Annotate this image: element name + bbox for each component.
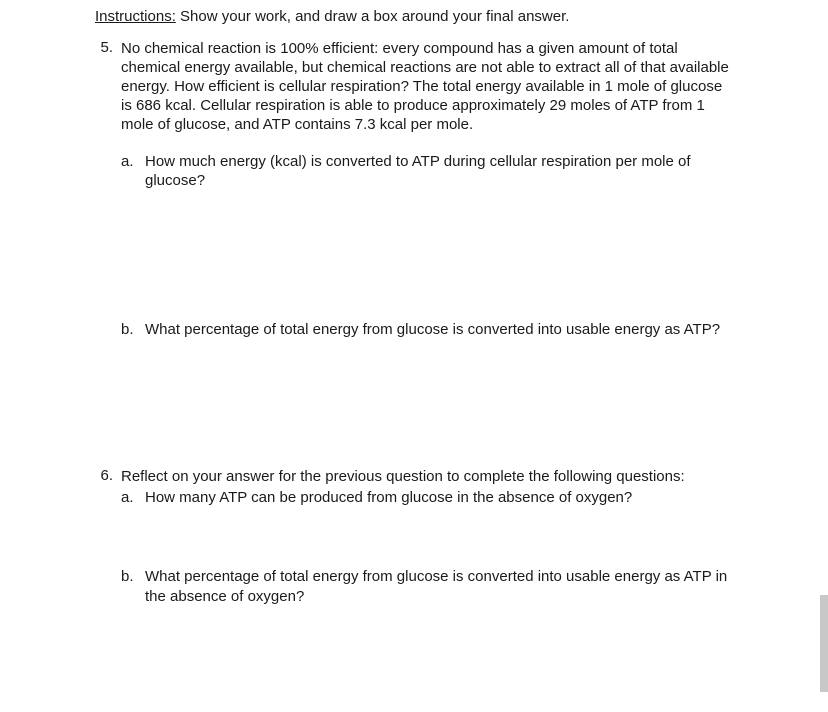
worksheet-page: Instructions: Show your work, and draw a… <box>0 0 828 634</box>
sub-letter-5b: b. <box>121 320 145 339</box>
instructions-text: Show your work, and draw a box around yo… <box>176 8 570 25</box>
instructions-line: Instructions: Show your work, and draw a… <box>95 8 733 25</box>
vertical-scrollbar[interactable] <box>820 595 828 692</box>
instructions-label: Instructions: <box>95 8 176 25</box>
sub-letter-6b: b. <box>121 567 145 605</box>
question-5a-text: How much energy (kcal) is converted to A… <box>145 152 733 190</box>
workspace-5a <box>121 190 733 320</box>
question-6-body: Reflect on your answer for the previous … <box>121 467 733 605</box>
sub-letter-6a: a. <box>121 488 145 507</box>
question-5b: b. What percentage of total energy from … <box>121 320 733 339</box>
question-number-5: 5. <box>95 39 121 459</box>
question-5-prompt: No chemical reaction is 100% efficient: … <box>121 39 733 134</box>
sub-letter-5a: a. <box>121 152 145 190</box>
question-6a: a. How many ATP can be produced from glu… <box>121 488 733 507</box>
question-6-prompt: Reflect on your answer for the previous … <box>121 467 733 486</box>
workspace-5b <box>121 339 733 459</box>
question-5a: a. How much energy (kcal) is converted t… <box>121 152 733 190</box>
question-6a-text: How many ATP can be produced from glucos… <box>145 488 733 507</box>
question-5-body: No chemical reaction is 100% efficient: … <box>121 39 733 459</box>
question-6: 6. Reflect on your answer for the previo… <box>95 467 733 605</box>
question-number-6: 6. <box>95 467 121 605</box>
workspace-6a <box>121 507 733 549</box>
question-6b-text: What percentage of total energy from glu… <box>145 567 733 605</box>
question-5b-text: What percentage of total energy from glu… <box>145 320 733 339</box>
question-5: 5. No chemical reaction is 100% efficien… <box>95 39 733 459</box>
question-6b: b. What percentage of total energy from … <box>121 567 733 605</box>
